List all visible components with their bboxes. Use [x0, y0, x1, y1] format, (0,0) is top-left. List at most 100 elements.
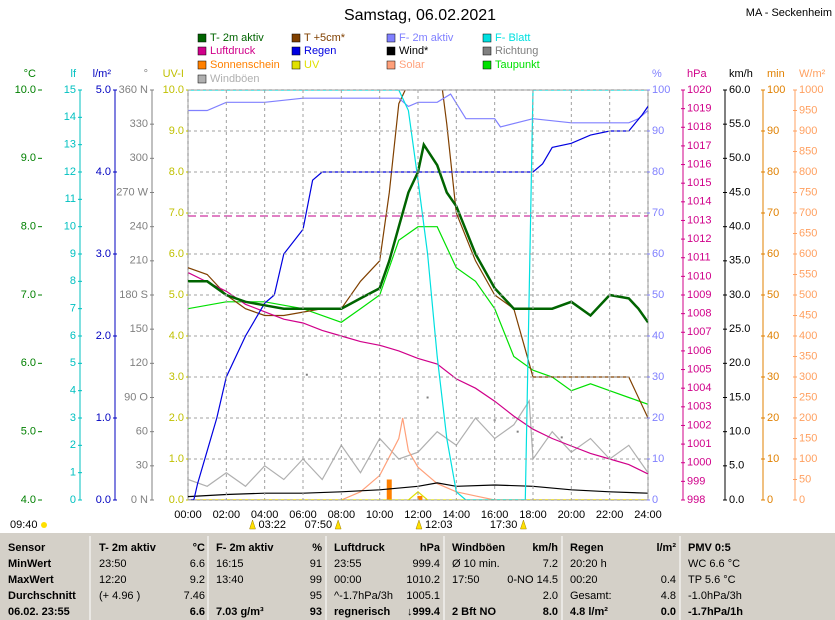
- table-cell: 06.02. 23:55: [8, 606, 70, 618]
- table-cell: 0.0: [661, 606, 676, 618]
- legend-label: F- 2m aktiv: [399, 32, 454, 44]
- y-tick-label: 70: [652, 207, 664, 219]
- y-tick-label: 80: [767, 166, 779, 178]
- y-tick-label: 30.0: [729, 289, 750, 301]
- table-cell: 6.6: [190, 606, 205, 618]
- table-background: [0, 533, 835, 620]
- y-tick-label: 1014: [687, 196, 711, 208]
- y-tick-label: 10.0: [15, 84, 36, 96]
- table-cell: °C: [193, 542, 205, 554]
- y-tick-label: 40: [767, 330, 779, 342]
- y-tick-label: 120: [130, 357, 148, 369]
- y-tick-label: 1018: [687, 121, 711, 133]
- axis-unit: lf: [71, 68, 77, 80]
- y-tick-label: 1000: [687, 457, 711, 469]
- legend-swatch: [482, 46, 492, 56]
- y-tick-label: 55.0: [729, 118, 750, 130]
- event-time: 17:30: [490, 519, 518, 531]
- table-cell: ↓999.4: [407, 606, 441, 618]
- event-time: 07:50: [305, 519, 333, 531]
- y-tick-label: 4: [70, 385, 76, 397]
- y-tick-label: 35.0: [729, 255, 750, 267]
- y-tick-label: 850: [799, 145, 817, 157]
- y-tick-label: 10: [64, 221, 76, 233]
- y-tick-label: 100: [652, 84, 670, 96]
- y-tick-label: 6.0: [21, 357, 36, 369]
- table-cell: 93: [310, 606, 322, 618]
- legend-swatch: [386, 60, 396, 70]
- legend-label: Regen: [304, 45, 336, 57]
- legend-swatch: [482, 33, 492, 43]
- table-cell: 95: [310, 590, 322, 602]
- table-cell: 99: [310, 574, 322, 586]
- table-cell: WC 6.6 °C: [688, 558, 740, 570]
- event-time: 03:22: [259, 519, 287, 531]
- y-tick-label: 1012: [687, 233, 711, 245]
- chart-title: Samstag, 06.02.2021: [344, 7, 496, 24]
- table-cell: (+ 4.96 ): [99, 590, 140, 602]
- x-tick-label: 06:00: [289, 509, 317, 521]
- legend-label: T- 2m aktiv: [210, 32, 264, 44]
- table-cell: 20:20 h: [570, 558, 607, 570]
- y-tick-label: 7.0: [169, 207, 184, 219]
- y-tick-label: 1001: [687, 438, 711, 450]
- y-tick-label: 0: [652, 494, 658, 506]
- y-tick-label: 1000: [799, 84, 823, 96]
- table-cell: Regen: [570, 542, 604, 554]
- table-cell: ^-1.7hPa/3h: [334, 590, 393, 602]
- table-cell: -1.7hPa/1h: [688, 606, 743, 618]
- y-tick-label: 8: [70, 275, 76, 287]
- table-cell: -1.0hPa/3h: [688, 590, 742, 602]
- series-line: [188, 90, 648, 500]
- table-cell: 0-NO 14.5: [507, 574, 558, 586]
- y-tick-label: 360 N: [119, 84, 148, 96]
- y-tick-label: 50: [767, 289, 779, 301]
- y-tick-label: 800: [799, 166, 817, 178]
- legend-swatch: [291, 46, 301, 56]
- y-tick-label: 9: [70, 248, 76, 260]
- y-tick-label: 240: [130, 221, 148, 233]
- legend-label: Windböen: [210, 73, 260, 85]
- y-tick-label: 90: [767, 125, 779, 137]
- legend-swatch: [197, 74, 207, 84]
- y-tick-label: 200: [799, 412, 817, 424]
- y-tick-label: 1016: [687, 158, 711, 170]
- y-tick-label: 1003: [687, 401, 711, 413]
- table-cell: 91: [310, 558, 322, 570]
- legend-label: Richtung: [495, 45, 538, 57]
- y-tick-label: 8.0: [21, 221, 36, 233]
- plot-area: [188, 90, 648, 500]
- table-cell: Ø 10 min.: [452, 558, 500, 570]
- table-cell: 2.0: [543, 590, 558, 602]
- table-cell: km/h: [532, 542, 558, 554]
- legend-swatch: [197, 60, 207, 70]
- axis-unit: °C: [24, 68, 36, 80]
- y-tick-label: 50: [799, 473, 811, 485]
- direction-point: [560, 436, 563, 439]
- y-tick-label: 5.0: [729, 460, 744, 472]
- y-tick-label: 330: [130, 118, 148, 130]
- series-line: [188, 482, 648, 498]
- direction-point: [516, 430, 519, 433]
- y-tick-label: 1002: [687, 419, 711, 431]
- table-cell: 7.46: [184, 590, 205, 602]
- y-tick-label: 1006: [687, 345, 711, 357]
- x-tick-label: 22:00: [596, 509, 624, 521]
- table-cell: l/m²: [656, 542, 676, 554]
- x-tick-label: 10:00: [366, 509, 394, 521]
- table-cell: PMV 0:5: [688, 542, 731, 554]
- y-tick-label: 300: [130, 152, 148, 164]
- y-tick-label: 1013: [687, 214, 711, 226]
- y-tick-label: 3.0: [169, 371, 184, 383]
- table-cell: 6.6: [190, 558, 205, 570]
- y-tick-label: 8.0: [169, 166, 184, 178]
- y-tick-label: 20.0: [729, 357, 750, 369]
- y-tick-label: 2: [70, 439, 76, 451]
- y-tick-label: 350: [799, 350, 817, 362]
- table-cell: 0.4: [661, 574, 676, 586]
- y-tick-label: 950: [799, 104, 817, 116]
- y-tick-label: 3: [70, 412, 76, 424]
- event-marker: [415, 519, 423, 530]
- table-cell: hPa: [420, 542, 441, 554]
